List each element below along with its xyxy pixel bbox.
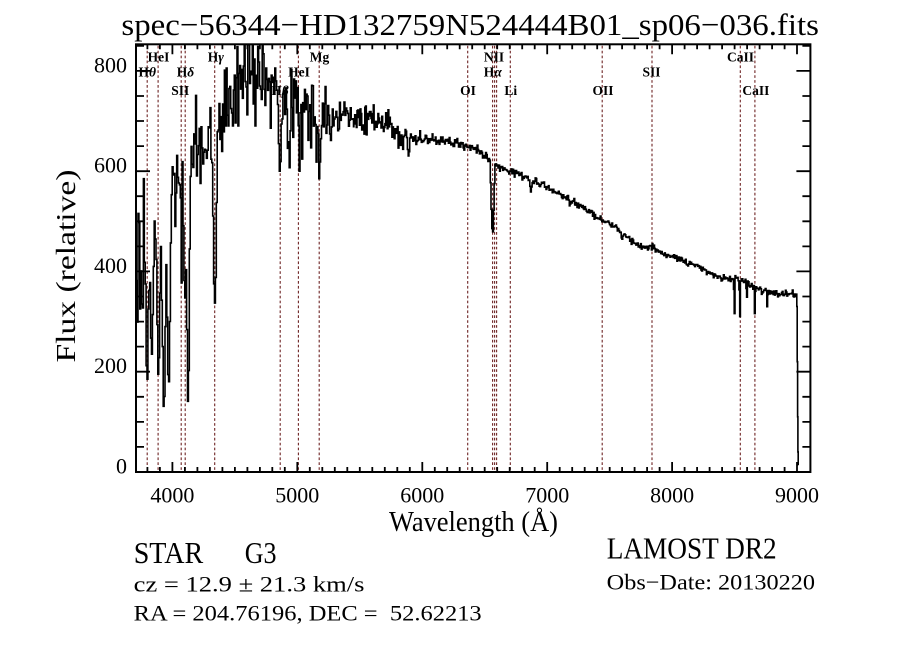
svg-text:8000: 8000 — [650, 483, 694, 508]
svg-text:Li: Li — [504, 83, 517, 98]
svg-text:400: 400 — [94, 253, 127, 278]
svg-text:OII: OII — [592, 83, 613, 98]
svg-text:6000: 6000 — [400, 483, 444, 508]
svg-text:600: 600 — [94, 153, 127, 178]
svg-text:Flux (relative): Flux (relative) — [51, 170, 81, 363]
svg-text:NII: NII — [484, 50, 504, 65]
svg-text:SII: SII — [642, 65, 660, 80]
svg-text:CaII: CaII — [727, 50, 754, 65]
svg-text:Hδ: Hδ — [177, 65, 195, 80]
svg-text:9000: 9000 — [775, 483, 819, 508]
svg-text:Mg: Mg — [310, 50, 330, 65]
svg-text:HeI: HeI — [148, 50, 170, 65]
svg-text:G3: G3 — [245, 535, 277, 570]
svg-text:0: 0 — [116, 454, 127, 479]
svg-text:200: 200 — [94, 353, 127, 378]
svg-text:LAMOST DR2: LAMOST DR2 — [607, 531, 777, 566]
svg-text:RA = 204.76196, DEC = 52.6221: RA = 204.76196, DEC = 52.62213 — [134, 600, 482, 625]
svg-text:Hθ: Hθ — [139, 65, 157, 80]
svg-text:CaII: CaII — [742, 83, 769, 98]
svg-text:5000: 5000 — [275, 483, 319, 508]
svg-text:7000: 7000 — [525, 483, 569, 508]
svg-text:cz = 12.9 ± 21.3 km/s: cz = 12.9 ± 21.3 km/s — [134, 571, 365, 596]
svg-text:spec−56344−HD132759N524444B01_: spec−56344−HD132759N524444B01_sp06−036.f… — [121, 7, 819, 42]
svg-text:Hγ: Hγ — [208, 50, 225, 65]
svg-text:Hα: Hα — [484, 65, 503, 80]
svg-text:HeI: HeI — [288, 65, 310, 80]
svg-text:OI: OI — [460, 83, 476, 98]
svg-text:Obs−Date: 20130220: Obs−Date: 20130220 — [607, 570, 815, 595]
svg-text:Wavelength (Å): Wavelength (Å) — [389, 507, 558, 538]
svg-text:SII: SII — [171, 83, 189, 98]
svg-text:800: 800 — [94, 52, 127, 77]
svg-text:STAR: STAR — [134, 535, 204, 570]
svg-text:4000: 4000 — [150, 483, 194, 508]
